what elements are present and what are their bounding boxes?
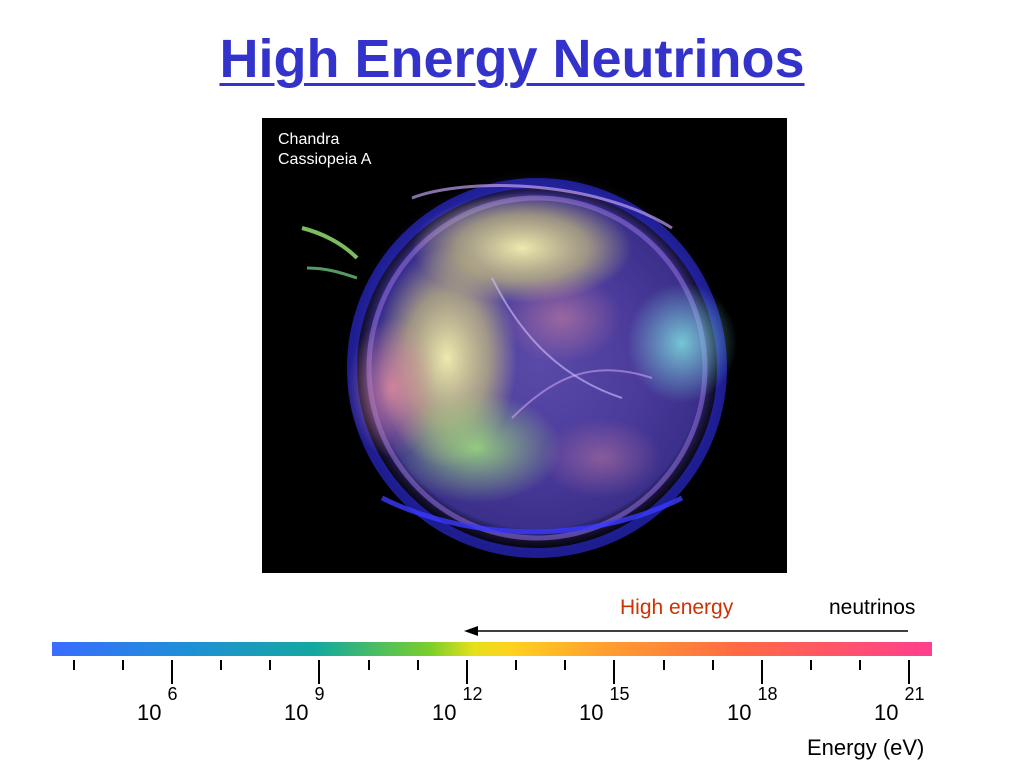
minor-tick xyxy=(368,660,370,670)
minor-tick xyxy=(515,660,517,670)
energy-spectrum-bar xyxy=(52,642,932,656)
tick-label-1e12: 10 12 xyxy=(432,684,483,726)
major-tick xyxy=(466,660,468,684)
minor-tick xyxy=(859,660,861,670)
tick-base: 10 xyxy=(727,700,752,725)
tick-base: 10 xyxy=(432,700,457,725)
tick-exponent: 6 xyxy=(167,684,178,704)
tick-label-1e21: 10 21 xyxy=(874,684,925,726)
minor-tick xyxy=(73,660,75,670)
minor-tick xyxy=(564,660,566,670)
minor-tick xyxy=(712,660,714,670)
tick-base: 10 xyxy=(137,700,162,725)
caption-line-cassiopeia: Cassiopeia A xyxy=(278,151,372,168)
tick-base: 10 xyxy=(284,700,309,725)
image-caption: Chandra Cassiopeia A xyxy=(278,130,371,170)
supernova-remnant-picture xyxy=(301,168,737,558)
energy-axis-label: Energy (eV) xyxy=(807,735,925,760)
major-tick xyxy=(318,660,320,684)
tick-exponent: 9 xyxy=(314,684,325,704)
tick-base: 10 xyxy=(579,700,604,725)
minor-tick xyxy=(220,660,222,670)
tick-exponent: 12 xyxy=(462,684,483,704)
caption-line-chandra: Chandra xyxy=(278,131,340,148)
tick-label-1e6: 10 6 xyxy=(137,684,178,726)
minor-tick xyxy=(269,660,271,670)
tick-exponent: 21 xyxy=(904,684,925,704)
tick-exponent: 15 xyxy=(609,684,630,704)
tick-label-1e18: 10 18 xyxy=(727,684,778,726)
major-tick xyxy=(761,660,763,684)
high-energy-label: High energy xyxy=(620,596,734,619)
major-tick xyxy=(908,660,910,684)
minor-tick xyxy=(663,660,665,670)
tick-label-1e9: 10 9 xyxy=(284,684,325,726)
cassiopeia-a-image: Chandra Cassiopeia A xyxy=(262,118,787,573)
neutrinos-label: neutrinos xyxy=(829,596,916,619)
tick-label-1e15: 10 15 xyxy=(579,684,630,726)
minor-tick xyxy=(810,660,812,670)
tick-exponent: 18 xyxy=(757,684,778,704)
slide-title: High Energy Neutrinos xyxy=(219,29,805,89)
major-tick xyxy=(613,660,615,684)
left-arrow-icon xyxy=(464,626,908,636)
minor-tick xyxy=(417,660,419,670)
major-tick xyxy=(171,660,173,684)
minor-tick xyxy=(122,660,124,670)
tick-base: 10 xyxy=(874,700,899,725)
